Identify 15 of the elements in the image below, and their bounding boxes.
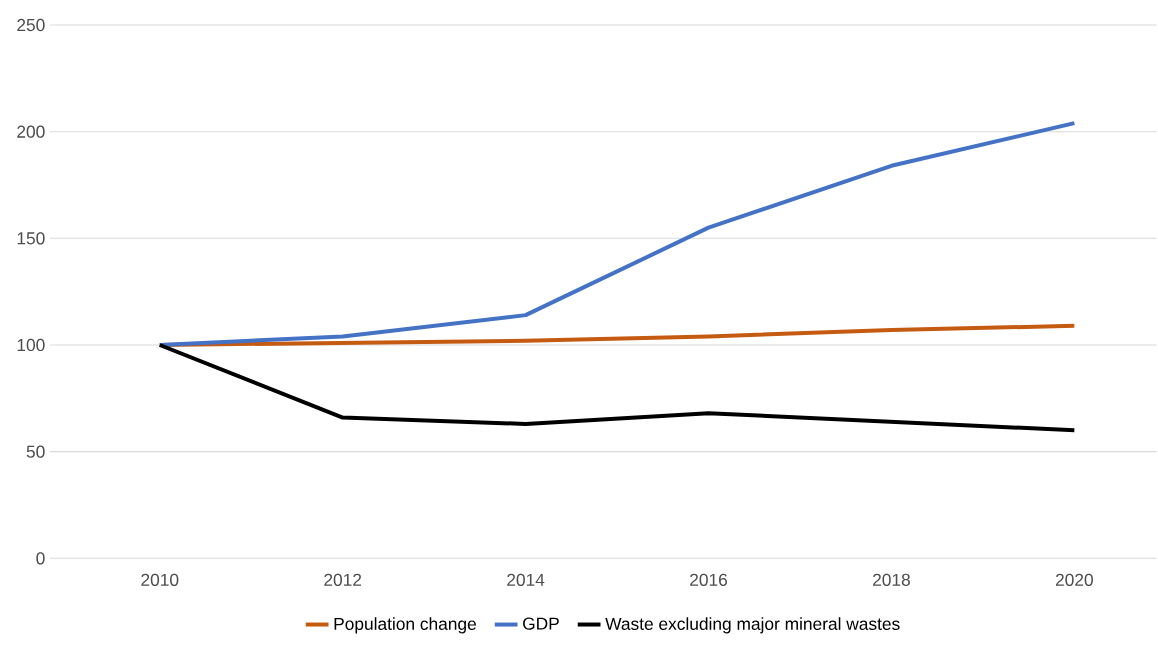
y-tick-label: 50 (26, 445, 45, 458)
x-tick-label: 2016 (690, 573, 728, 586)
legend-label: GDP (523, 617, 559, 630)
y-tick-label: 0 (36, 552, 45, 565)
x-tick-label: 2014 (507, 573, 545, 586)
x-tick-label: 2010 (141, 573, 179, 586)
y-tick-label: 150 (17, 232, 45, 245)
x-tick-label: 2018 (873, 573, 910, 586)
x-tick-label: 2012 (324, 573, 362, 586)
legend-label: Population change (334, 617, 476, 634)
x-tick-label: 2020 (1055, 573, 1093, 586)
y-tick-label: 100 (17, 338, 45, 352)
y-tick-label: 200 (17, 125, 45, 138)
legend-label: Waste excluding major mineral wastes (605, 617, 900, 634)
y-tick-label: 250 (17, 18, 45, 32)
